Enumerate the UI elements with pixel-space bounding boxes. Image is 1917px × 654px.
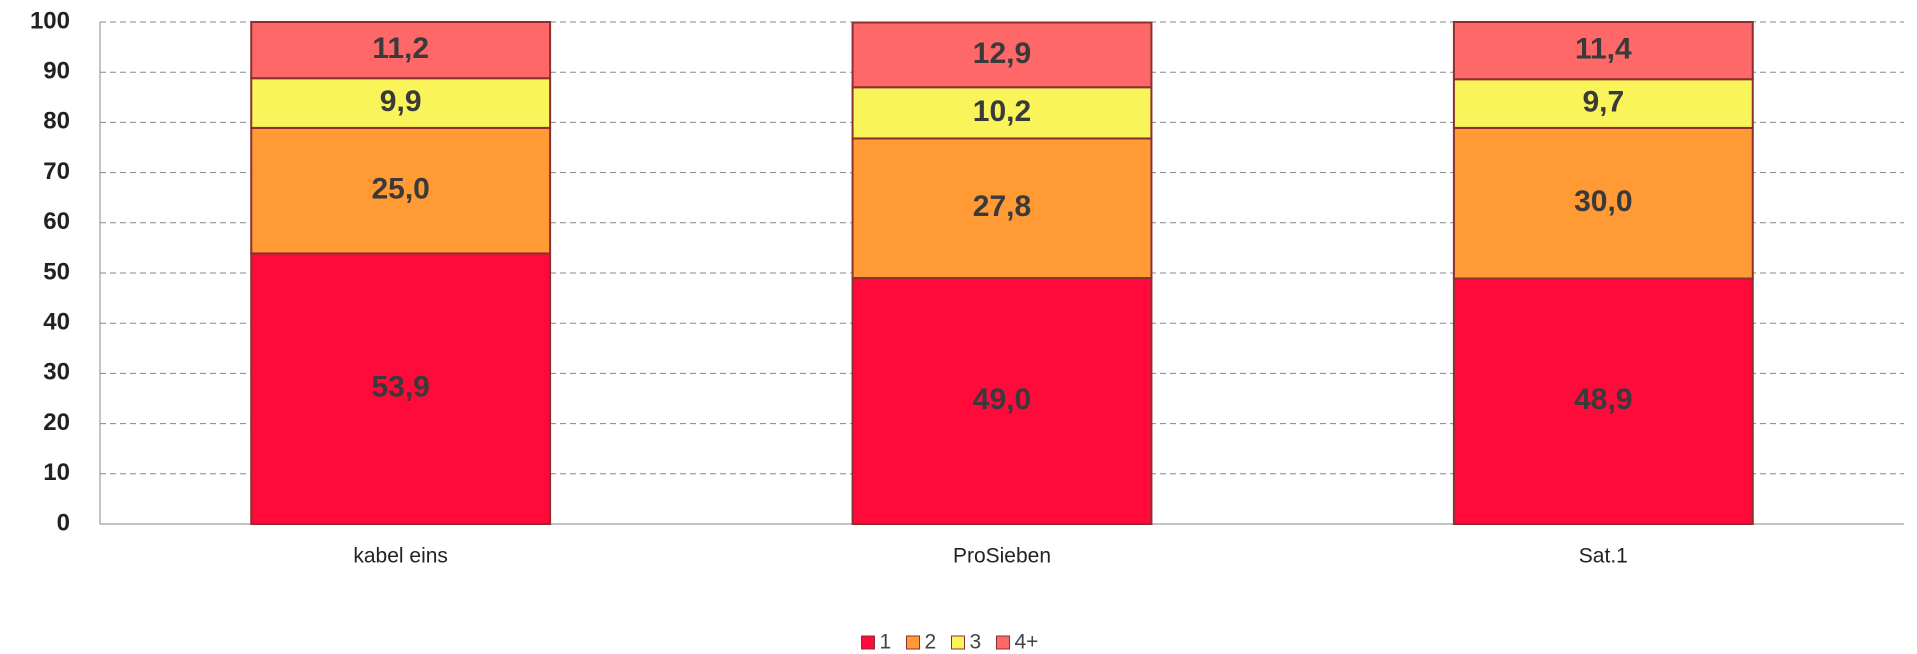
bar-segment bbox=[851, 86, 1153, 140]
bar-segment bbox=[250, 126, 552, 255]
bar-segment bbox=[851, 21, 1153, 89]
y-tick-label: 50 bbox=[43, 258, 70, 285]
bar-segment bbox=[250, 21, 552, 80]
x-tick-label: ProSieben bbox=[953, 545, 1051, 568]
x-tick-label: kabel eins bbox=[353, 545, 448, 568]
value-label: 11,4 bbox=[1575, 33, 1632, 66]
value-label: 9,7 bbox=[1582, 85, 1624, 118]
bar-segment bbox=[1452, 78, 1754, 129]
y-tick-label: 40 bbox=[43, 309, 70, 336]
value-label: 11,2 bbox=[372, 32, 429, 65]
legend-label: 4+ bbox=[1015, 631, 1039, 654]
bar-segment bbox=[250, 252, 552, 525]
bar-segment bbox=[851, 137, 1153, 280]
value-label: 53,9 bbox=[371, 371, 429, 404]
value-label: 10,2 bbox=[973, 95, 1031, 128]
legend-label: 1 bbox=[880, 631, 892, 654]
y-tick-label: 0 bbox=[57, 509, 70, 536]
y-tick-label: 20 bbox=[43, 409, 70, 436]
value-label: 30,0 bbox=[1574, 185, 1632, 218]
y-tick-label: 60 bbox=[43, 208, 70, 235]
legend-swatch bbox=[951, 635, 965, 650]
legend-label: 2 bbox=[925, 631, 937, 654]
x-tick-label: Sat.1 bbox=[1579, 545, 1628, 568]
value-label: 48,9 bbox=[1574, 383, 1632, 416]
value-label: 9,9 bbox=[380, 85, 422, 118]
value-label: 12,9 bbox=[973, 37, 1031, 70]
y-tick-label: 90 bbox=[43, 58, 70, 85]
y-tick-label: 30 bbox=[43, 359, 70, 386]
y-tick-label: 80 bbox=[43, 108, 70, 135]
value-label: 27,8 bbox=[973, 190, 1031, 223]
legend-swatch bbox=[906, 635, 920, 650]
value-label: 25,0 bbox=[371, 173, 429, 206]
bar-segment bbox=[851, 277, 1153, 525]
y-tick-label: 100 bbox=[30, 7, 70, 34]
legend-swatch bbox=[996, 635, 1010, 650]
legend-swatch bbox=[861, 635, 875, 650]
y-tick-label: 10 bbox=[43, 459, 70, 486]
bar-segment bbox=[1452, 21, 1754, 81]
value-label: 49,0 bbox=[973, 383, 1031, 416]
y-tick-label: 70 bbox=[43, 158, 70, 185]
bar-segment bbox=[1452, 126, 1754, 280]
legend-label: 3 bbox=[970, 631, 982, 654]
